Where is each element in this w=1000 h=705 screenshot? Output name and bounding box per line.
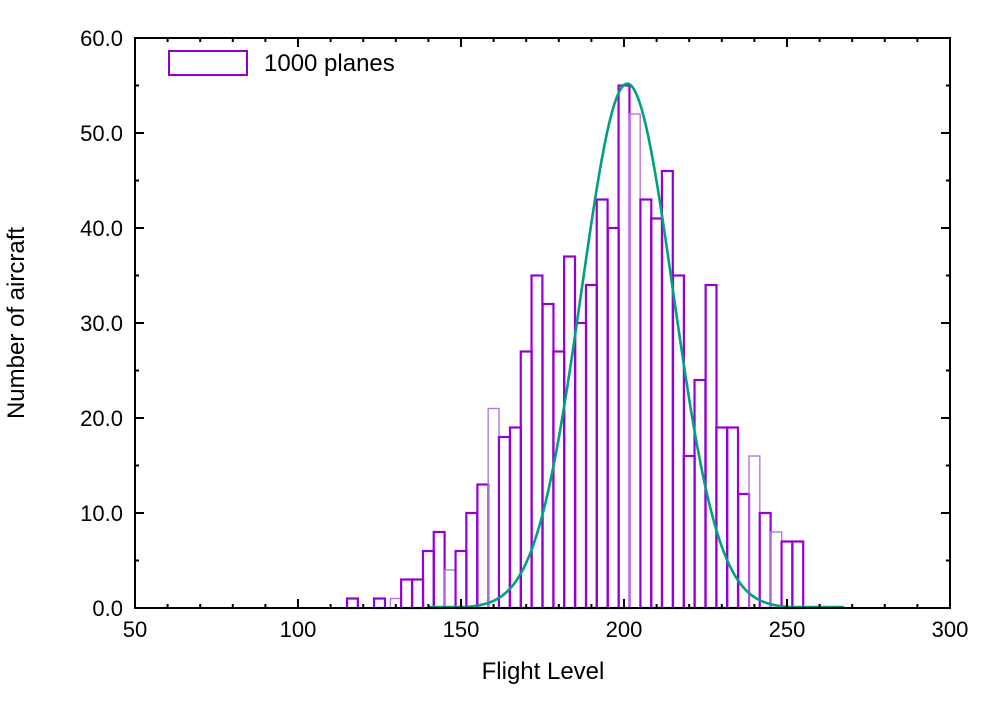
histogram-bar xyxy=(400,578,414,610)
x-tick-label: 200 xyxy=(606,617,643,642)
histogram-bar xyxy=(411,578,425,610)
histogram-bar xyxy=(660,169,674,610)
histogram-bar xyxy=(584,283,598,610)
legend-label: 1000 planes xyxy=(264,50,395,77)
histogram-bar xyxy=(530,274,544,610)
histogram-bar xyxy=(639,198,653,610)
histogram-bar xyxy=(791,540,805,610)
histogram-bar xyxy=(650,217,664,610)
x-axis-label: Flight Level xyxy=(482,658,605,685)
y-tick-label: 60.0 xyxy=(80,26,123,51)
legend: 1000 planes xyxy=(168,50,395,77)
histogram-bar xyxy=(421,549,435,610)
histogram-bar xyxy=(552,350,566,610)
histogram-bar xyxy=(682,454,696,610)
x-tick-label: 150 xyxy=(443,617,480,642)
y-tick-label: 20.0 xyxy=(80,406,123,431)
histogram-bar xyxy=(748,455,761,609)
y-tick-label: 30.0 xyxy=(80,311,123,336)
histogram-bar xyxy=(715,426,729,610)
normal-curve xyxy=(428,82,845,609)
histogram-bar xyxy=(372,597,387,610)
y-tick-label: 50.0 xyxy=(80,121,123,146)
y-axis-label: Number of aircraft xyxy=(3,227,30,419)
x-tick-label: 250 xyxy=(769,617,806,642)
histogram-bar xyxy=(628,113,641,609)
histogram-bar xyxy=(780,540,794,610)
histogram-bar xyxy=(574,321,588,610)
histogram-bars xyxy=(345,84,805,610)
y-tick-label: 10.0 xyxy=(80,501,123,526)
histogram-bar xyxy=(487,407,500,609)
histogram-bar xyxy=(563,255,577,610)
histogram-bar xyxy=(770,531,783,609)
histogram-bar xyxy=(444,569,457,609)
histogram-bar xyxy=(693,378,707,610)
axis-tick-labels: 50 100 150 200 250 300 0.0 10.0 20.0 30.0 40.0 50.0… xyxy=(80,26,968,642)
y-tick-label: 0.0 xyxy=(92,596,123,621)
x-tick-label: 50 xyxy=(123,617,147,642)
histogram-bar xyxy=(595,198,609,610)
histogram-bar xyxy=(345,597,359,610)
histogram-bar xyxy=(497,435,511,610)
histogram-bar xyxy=(726,426,740,610)
histogram-bar xyxy=(476,483,490,610)
axis-ticks xyxy=(134,37,951,609)
histogram-bar xyxy=(465,511,479,610)
histogram-bar xyxy=(704,283,718,610)
y-tick-label: 40.0 xyxy=(80,216,123,241)
x-tick-label: 100 xyxy=(280,617,317,642)
legend-swatch xyxy=(168,50,248,76)
histogram-bar xyxy=(617,84,631,610)
histogram-bar xyxy=(541,302,555,610)
x-tick-label: 300 xyxy=(932,617,969,642)
histogram-bar xyxy=(758,511,772,610)
histogram-bar xyxy=(606,226,620,610)
histogram-bar xyxy=(432,530,446,610)
